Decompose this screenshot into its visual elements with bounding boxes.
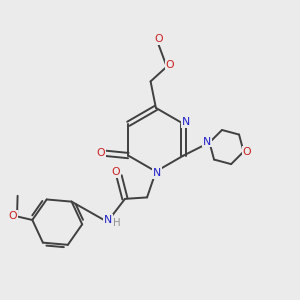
Text: O: O xyxy=(154,34,163,44)
Text: O: O xyxy=(9,211,17,220)
Text: N: N xyxy=(202,136,211,147)
Text: O: O xyxy=(165,61,174,70)
Text: O: O xyxy=(243,147,251,157)
Text: N: N xyxy=(153,168,161,178)
Text: O: O xyxy=(112,167,121,177)
Text: H: H xyxy=(113,218,121,228)
Text: O: O xyxy=(96,148,105,158)
Text: N: N xyxy=(104,215,112,225)
Text: N: N xyxy=(182,117,190,127)
